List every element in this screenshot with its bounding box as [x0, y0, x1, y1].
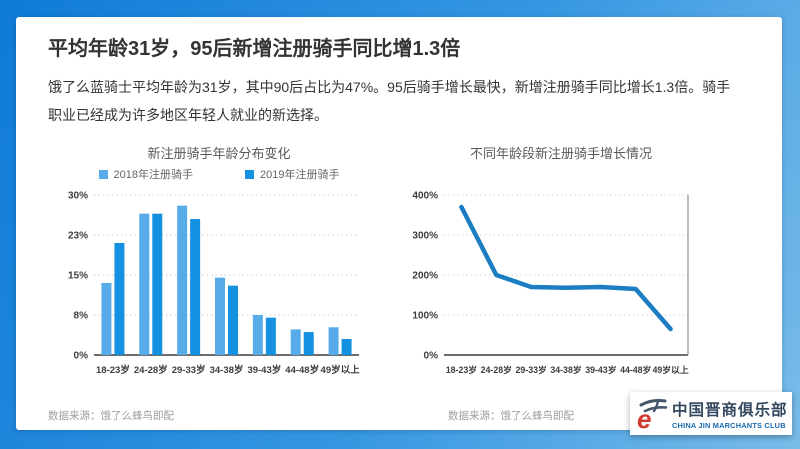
- x-tick-label: 24-28岁: [134, 364, 168, 376]
- logo-text: 中国晋商俱乐部 CHINA JIN MARCHANTS CLUB: [672, 398, 788, 430]
- bar: [152, 213, 163, 355]
- y-tick-label: 300%: [412, 231, 438, 242]
- x-tick-label: 49岁以上: [652, 364, 688, 375]
- bar: [265, 317, 276, 355]
- x-tick-label: 34-38岁: [210, 364, 244, 376]
- y-tick-label: 400%: [412, 191, 438, 202]
- logo-box: e 中国晋商俱乐部 CHINA JIN MARCHANTS CLUB: [630, 392, 792, 435]
- intro-paragraph: 饿了么蓝骑士平均年龄为31岁，其中90后占比为47%。95后骑手增长最快，新增注…: [48, 79, 731, 123]
- charts-row: 新注册骑手年龄分布变化 2018年注册骑手 2019年注册骑手 0% 8% 15% 2…: [16, 143, 782, 385]
- line-chart-panel: 不同年龄段新注册骑手增长情况 0% 100% 200% 300% 400% 18-23岁 2…: [394, 143, 728, 385]
- x-tick-label: 29-33岁: [515, 364, 546, 375]
- x-tick-label: 18-23岁: [96, 364, 130, 376]
- x-tick-label: 49岁以上: [321, 364, 361, 376]
- line-chart-svg: 0% 100% 200% 300% 400% 18-23岁 24-28岁 29-33岁 34-3…: [412, 191, 688, 376]
- source-right: 数据来源：饿了么蜂鸟即配: [448, 410, 574, 422]
- content-card: 平均年龄31岁，95后新增注册骑手同比增1.3倍 饿了么蓝骑士平均年龄为31岁，…: [16, 17, 782, 430]
- y-tick-label: 0%: [74, 351, 89, 362]
- x-tick-label: 34-38岁: [550, 364, 581, 375]
- bar-chart-title: 新注册骑手年龄分布变化: [147, 146, 291, 161]
- legend-label-2019: 2019年注册骑手: [260, 169, 340, 181]
- source-left: 数据来源：饿了么蜂鸟即配: [48, 410, 174, 422]
- bar: [290, 329, 301, 355]
- bar: [190, 219, 201, 355]
- legend-spacer: [394, 163, 728, 185]
- legend-item-2018: 2018年注册骑手: [98, 166, 193, 182]
- bar-chart-legend: 2018年注册骑手 2019年注册骑手: [44, 163, 394, 185]
- legend-swatch-2019-icon: [245, 169, 254, 179]
- x-tick-label: 24-28岁: [481, 364, 512, 375]
- svg-text:e: e: [637, 404, 651, 432]
- bar: [303, 332, 314, 355]
- page-title: 平均年龄31岁，95后新增注册骑手同比增1.3倍: [48, 38, 461, 60]
- bar-chart-panel: 新注册骑手年龄分布变化 2018年注册骑手 2019年注册骑手 0% 8% 15% 2…: [44, 143, 394, 385]
- bar-chart-svg: 0% 8% 15% 23% 30% 18-23岁 24-28岁 29-33岁 34-38岁 39-…: [68, 191, 361, 377]
- logo-name-cn: 中国晋商俱乐部: [672, 399, 788, 419]
- y-tick-label: 100%: [412, 311, 438, 322]
- bar: [139, 213, 150, 355]
- y-tick-label: 15%: [68, 271, 88, 282]
- bar: [101, 283, 112, 355]
- x-tick-label: 29-33岁: [172, 364, 206, 376]
- y-tick-label: 200%: [412, 271, 438, 282]
- x-tick-label: 18-23岁: [446, 364, 477, 375]
- x-tick-label: 44-48岁: [620, 364, 651, 375]
- y-tick-label: 30%: [68, 191, 88, 202]
- legend-swatch-2018-icon: [98, 169, 108, 179]
- bar: [215, 277, 225, 355]
- bar: [341, 339, 352, 355]
- y-tick-label: 8%: [74, 311, 89, 322]
- x-tick-label: 39-43岁: [585, 364, 616, 375]
- bar: [177, 205, 188, 355]
- legend-label-2018: 2018年注册骑手: [113, 169, 193, 181]
- bar: [252, 315, 263, 355]
- bar: [328, 327, 339, 355]
- jinshang-logo-mark-icon: e: [637, 398, 668, 432]
- bar: [114, 243, 125, 355]
- x-tick-label: 44-48岁: [285, 364, 319, 376]
- line-chart-title: 不同年龄段新注册骑手增长情况: [469, 146, 652, 161]
- bar: [228, 285, 238, 355]
- logo-name-en: CHINA JIN MARCHANTS CLUB: [672, 420, 786, 430]
- y-tick-label: 0%: [424, 351, 439, 362]
- trend-line: [459, 204, 673, 332]
- legend-item-2019: 2019年注册骑手: [245, 166, 339, 182]
- y-tick-label: 23%: [68, 231, 88, 242]
- x-tick-label: 39-43岁: [247, 364, 281, 376]
